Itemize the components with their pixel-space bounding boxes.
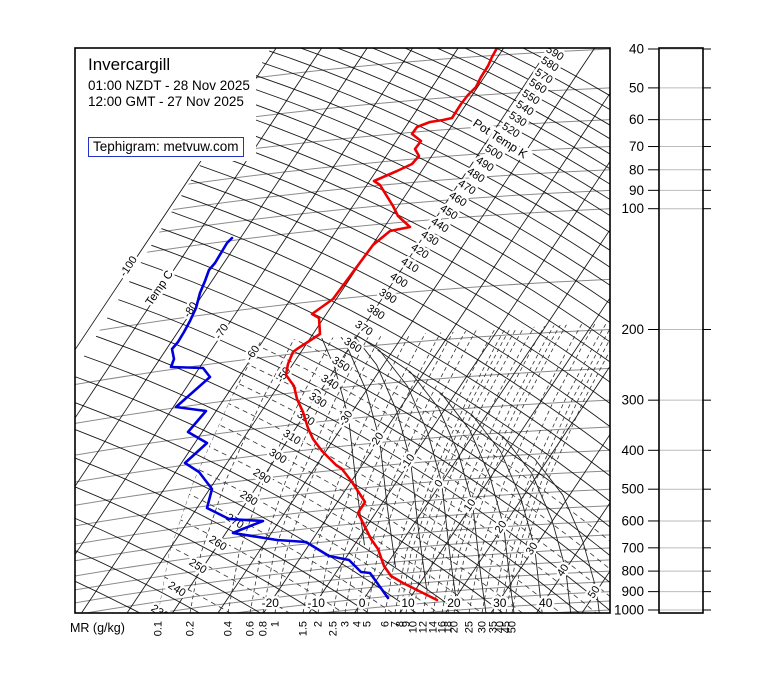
isotherm-bottom-label: 10 xyxy=(401,596,415,610)
isotherm-bottom-label: 30 xyxy=(493,596,507,610)
isotherm-bottom-label: -20 xyxy=(262,596,280,610)
mr-value-label: 8 xyxy=(395,621,407,627)
plot-border xyxy=(74,47,611,614)
mr-value-label: 4 xyxy=(352,621,364,627)
mr-value-label: 6 xyxy=(380,621,392,627)
mr-value-label: 50 xyxy=(507,621,519,633)
dashed-adiabat-lines xyxy=(158,322,610,613)
pressure-label: 40 xyxy=(629,42,644,57)
mr-value-label: 0.6 xyxy=(245,621,257,636)
mr-value-label: 0.4 xyxy=(223,621,235,636)
pressure-label: 1000 xyxy=(614,602,644,617)
wind-column-border xyxy=(658,47,704,614)
mr-value-label: 40 xyxy=(495,621,507,633)
isotherm-bottom-label: -10 xyxy=(308,596,326,610)
mr-value-label: 1.5 xyxy=(298,621,310,636)
station-name: Invercargill xyxy=(88,55,171,74)
local-time: 01:00 NZDT - 28 Nov 2025 xyxy=(88,78,250,93)
mr-value-label: 3 xyxy=(340,621,352,627)
mr-value-label: 14 xyxy=(428,621,440,633)
pressure-label: 60 xyxy=(629,112,644,127)
pressure-label: 90 xyxy=(629,183,644,198)
mr-value-label: 45 xyxy=(501,621,513,633)
wind-column: 40 50 60 70 80 90 100 200 300 400 500 600 700 800 900 1… xyxy=(614,42,711,617)
mr-value-label: 25 xyxy=(464,621,476,633)
mr-value-label: 12 xyxy=(418,621,430,633)
mr-value-label: 30 xyxy=(477,621,489,633)
pressure-label: 70 xyxy=(629,139,644,154)
pressure-label: 600 xyxy=(621,513,644,528)
isotherm-bottom-label: 20 xyxy=(447,596,461,610)
pressure-label: 900 xyxy=(621,584,644,599)
dewpoint-trace xyxy=(169,236,390,600)
mr-value-label: 1 xyxy=(270,621,282,627)
mr-value-label: 2.5 xyxy=(328,621,340,636)
mr-axis-label: MR (g/kg) xyxy=(70,621,125,635)
mr-value-label: 0.8 xyxy=(258,621,270,636)
pressure-label: 700 xyxy=(621,540,644,555)
metvuw-link[interactable]: Tephigram: metvuw.com xyxy=(88,137,244,157)
title-block: Invercargill 01:00 NZDT - 28 Nov 2025 12… xyxy=(86,53,256,161)
pressure-label: 400 xyxy=(621,443,644,458)
pressure-label: 50 xyxy=(629,80,644,95)
mr-axis: MR (g/kg) 0.1 0.2 0.4 0.6 0.8 1 1.5 2 2.5 3 45 67891… xyxy=(70,621,519,636)
mr-value-label: 7 xyxy=(390,621,402,627)
pressure-label: 800 xyxy=(621,564,644,579)
isotherm-bottom-label: 0 xyxy=(359,596,366,610)
pressure-label: 80 xyxy=(629,162,644,177)
pressure-label: 100 xyxy=(621,201,644,216)
pressure-label: 500 xyxy=(621,482,644,497)
temperature-trace xyxy=(284,48,499,602)
mr-value-label: 20 xyxy=(449,621,461,633)
utc-time: 12:00 GMT - 27 Nov 2025 xyxy=(88,94,244,109)
mr-value-label: 16 xyxy=(437,621,449,633)
mr-value-label: 35 xyxy=(488,621,500,633)
mixing-ratio-lines xyxy=(158,322,610,613)
mr-value-label: 10 xyxy=(408,621,420,633)
mr-value-label: 5 xyxy=(362,621,374,627)
mr-value-label: 0.2 xyxy=(185,621,197,636)
pressure-label: 200 xyxy=(621,322,644,337)
mr-value-label: 18 xyxy=(443,621,455,633)
mr-value-label: 0.1 xyxy=(153,621,165,636)
mr-value-label: 9 xyxy=(401,621,413,627)
mr-value-label: 2 xyxy=(313,621,325,627)
isotherm-bottom-label: 40 xyxy=(539,596,553,610)
pressure-label: 300 xyxy=(621,393,644,408)
